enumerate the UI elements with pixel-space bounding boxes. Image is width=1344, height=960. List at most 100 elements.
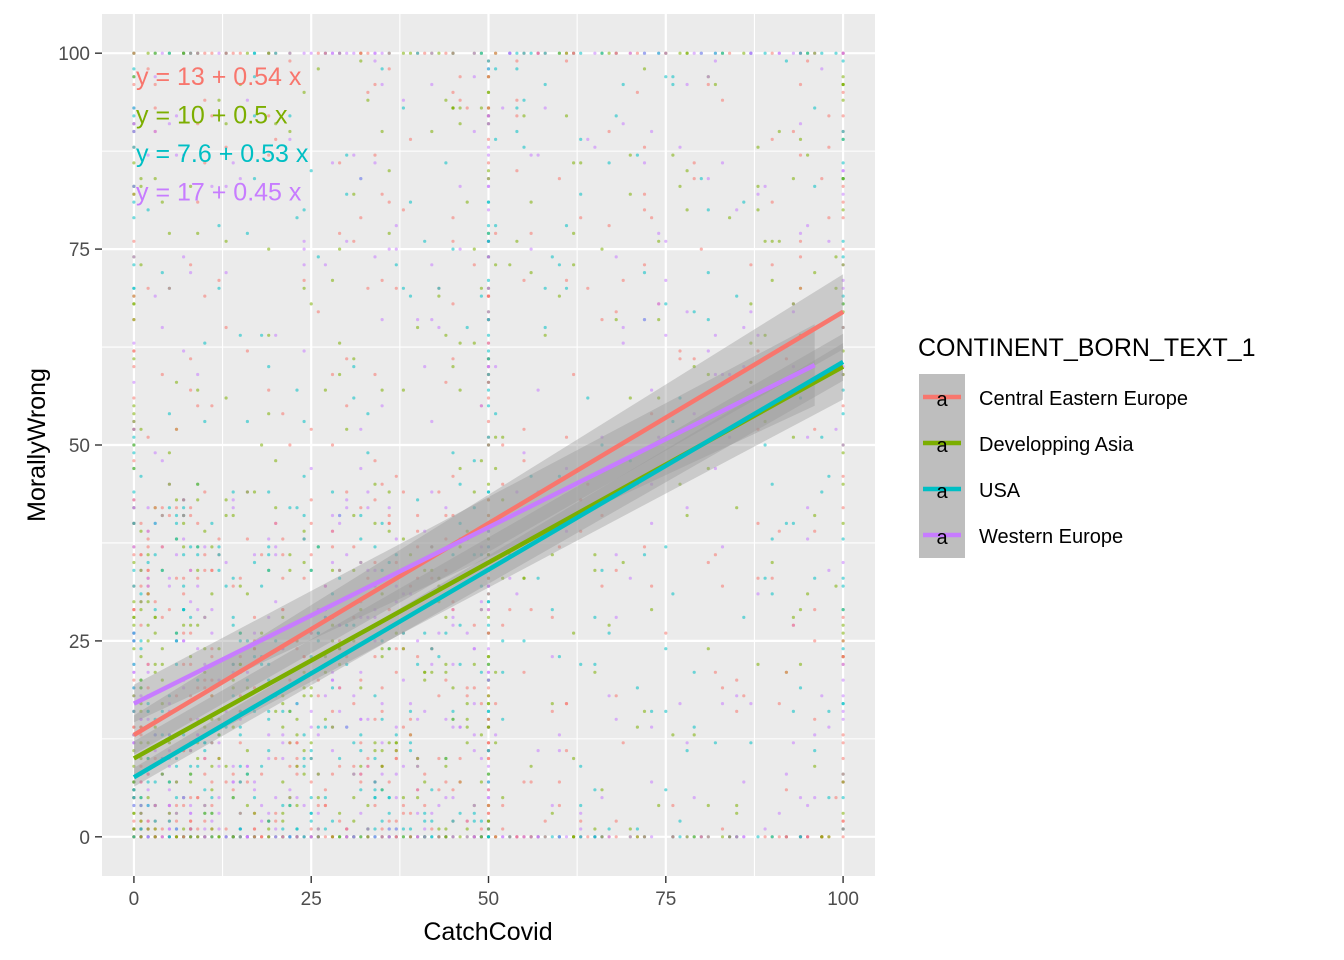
- data-point: [352, 396, 356, 400]
- data-point: [380, 192, 384, 196]
- data-point: [224, 835, 228, 839]
- y-tick-label: 25: [69, 632, 90, 653]
- data-point: [444, 161, 448, 165]
- data-point: [841, 137, 845, 141]
- data-point: [231, 576, 235, 580]
- data-point: [749, 310, 753, 314]
- data-point: [338, 51, 342, 55]
- data-point: [132, 200, 136, 204]
- data-point: [401, 286, 405, 290]
- data-point: [458, 545, 462, 549]
- data-point: [217, 764, 221, 768]
- data-point: [579, 529, 583, 533]
- data-point: [238, 631, 242, 635]
- data-point: [749, 341, 753, 345]
- data-point: [153, 294, 157, 298]
- data-point: [735, 694, 739, 698]
- data-point: [252, 553, 257, 557]
- data-point: [309, 694, 313, 698]
- data-point: [798, 82, 803, 87]
- data-point: [451, 615, 455, 620]
- data-point: [437, 756, 441, 761]
- data-point: [309, 466, 313, 471]
- data-point: [628, 459, 632, 463]
- data-point: [267, 490, 271, 494]
- data-point: [394, 796, 398, 800]
- data-point: [486, 537, 491, 541]
- data-point: [841, 388, 845, 392]
- data-point: [678, 819, 682, 823]
- data-point: [550, 255, 554, 259]
- data-point: [437, 576, 441, 580]
- legend-title: CONTINENT_BORN_TEXT_1: [918, 334, 1256, 362]
- data-point: [494, 224, 498, 228]
- data-point: [486, 239, 491, 243]
- data-point: [486, 513, 491, 518]
- data-point: [607, 827, 611, 831]
- data-point: [600, 51, 604, 55]
- data-point: [841, 184, 845, 188]
- data-point: [735, 709, 739, 714]
- data-point: [132, 639, 136, 643]
- data-point: [486, 741, 491, 745]
- data-point: [196, 623, 200, 627]
- data-point: [217, 98, 221, 102]
- data-point: [586, 835, 590, 839]
- data-point: [359, 733, 363, 737]
- data-point: [841, 114, 845, 118]
- data-point: [501, 482, 505, 486]
- data-point: [189, 835, 193, 839]
- data-point: [522, 51, 526, 55]
- data-point: [486, 349, 491, 353]
- data-point: [841, 200, 845, 204]
- data-point: [791, 302, 796, 306]
- data-point: [806, 224, 810, 228]
- data-point: [174, 796, 179, 800]
- data-point: [444, 764, 448, 768]
- data-point: [210, 404, 214, 408]
- data-point: [408, 51, 413, 55]
- data-point: [224, 145, 228, 149]
- data-point: [330, 545, 335, 549]
- data-point: [791, 521, 796, 526]
- data-point: [841, 286, 845, 290]
- data-point: [614, 255, 618, 259]
- data-point: [153, 506, 157, 510]
- data-point: [274, 827, 278, 831]
- data-point: [813, 764, 817, 768]
- data-point: [607, 51, 611, 55]
- data-point: [132, 427, 136, 431]
- data-point: [139, 819, 143, 823]
- data-point: [522, 670, 526, 674]
- data-point: [494, 435, 498, 439]
- data-point: [650, 482, 654, 486]
- data-point: [720, 584, 725, 588]
- data-point: [508, 51, 512, 55]
- data-point: [444, 827, 448, 831]
- data-point: [494, 412, 498, 416]
- data-point: [813, 271, 817, 275]
- data-point: [160, 709, 164, 714]
- data-point: [798, 137, 803, 141]
- data-point: [330, 686, 335, 690]
- data-point: [167, 231, 171, 235]
- data-point: [224, 239, 228, 243]
- data-point: [167, 733, 171, 737]
- data-point: [231, 498, 235, 502]
- data-point: [189, 796, 193, 800]
- data-point: [486, 224, 491, 228]
- data-point: [231, 686, 235, 690]
- data-point: [685, 82, 689, 87]
- data-point: [174, 835, 179, 839]
- y-tick-label: 100: [58, 44, 90, 65]
- data-point: [387, 811, 391, 815]
- data-point: [699, 51, 703, 55]
- data-point: [763, 835, 767, 839]
- data-point: [295, 796, 299, 800]
- data-point: [458, 780, 462, 784]
- data-point: [302, 263, 306, 267]
- data-point: [380, 686, 384, 690]
- data-point: [260, 772, 264, 776]
- data-point: [416, 756, 420, 761]
- data-point: [373, 788, 377, 792]
